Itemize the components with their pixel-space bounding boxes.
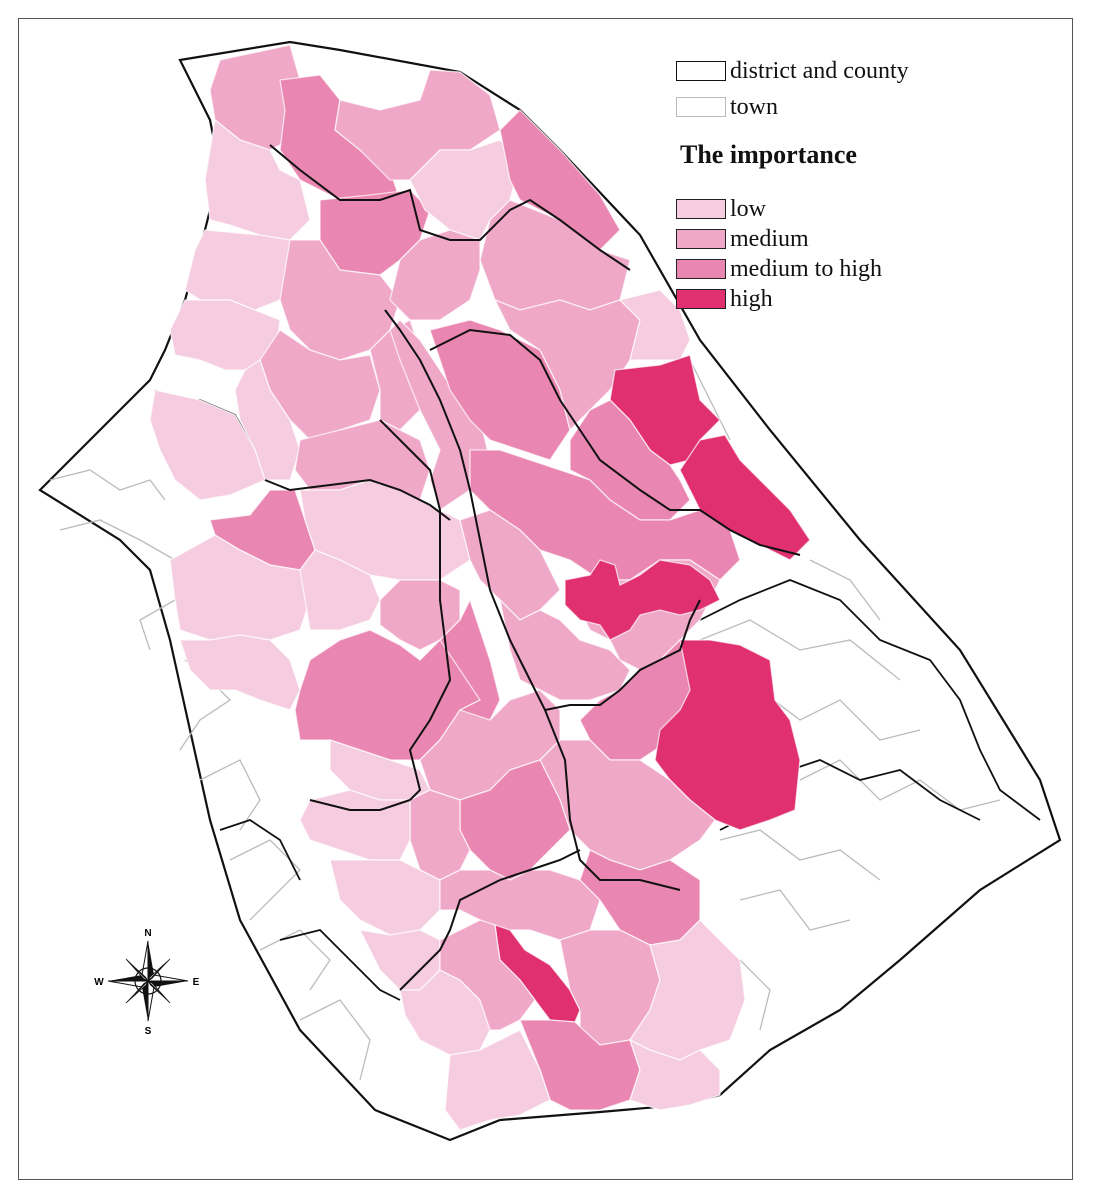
legend-swatch-town <box>676 97 726 117</box>
region <box>564 559 721 641</box>
legend-swatch-low <box>676 199 726 219</box>
legend-item-town: town <box>676 95 778 119</box>
compass-rose-icon: N S E W <box>94 928 200 1037</box>
region <box>439 919 536 1031</box>
region <box>539 739 716 871</box>
region <box>204 118 311 241</box>
legend-swatch-medium <box>676 229 726 249</box>
region <box>654 639 801 831</box>
region <box>409 789 471 881</box>
compass-s: S <box>145 1026 152 1037</box>
region <box>179 634 301 711</box>
region <box>628 1038 721 1111</box>
legend-swatch-medium-to-high <box>676 259 726 279</box>
legend-item-medium-to-high: medium to high <box>676 257 882 281</box>
region <box>334 69 501 181</box>
legend-label-medium-to-high: medium to high <box>730 256 882 282</box>
legend-label-town: town <box>730 94 778 120</box>
region <box>149 389 266 501</box>
legend-swatch-high <box>676 289 726 309</box>
legend-label-low: low <box>730 196 766 222</box>
region <box>498 598 631 701</box>
town-borders-white <box>49 359 1001 1081</box>
legend-label-high: high <box>730 286 773 312</box>
region <box>629 919 746 1061</box>
region <box>439 869 601 941</box>
legend-title: The importance <box>680 140 857 169</box>
region <box>444 1029 551 1131</box>
legend-item-medium: medium <box>676 227 809 251</box>
map-frame <box>18 18 1073 1180</box>
legend-item-low: low <box>676 197 766 221</box>
legend-swatch-district <box>676 61 726 81</box>
choropleth-regions <box>149 44 811 1131</box>
compass-n: N <box>144 928 151 939</box>
region <box>169 534 311 641</box>
region <box>389 229 481 321</box>
region <box>439 598 501 721</box>
compass-e: E <box>193 977 200 988</box>
compass-w: W <box>94 977 104 988</box>
legend-label-district: district and county <box>730 58 909 84</box>
legend-item-high: high <box>676 287 773 311</box>
legend-label-medium: medium <box>730 226 809 252</box>
district-borders <box>264 144 801 991</box>
legend-item-district-county: district and county <box>676 59 909 83</box>
region <box>499 109 621 251</box>
